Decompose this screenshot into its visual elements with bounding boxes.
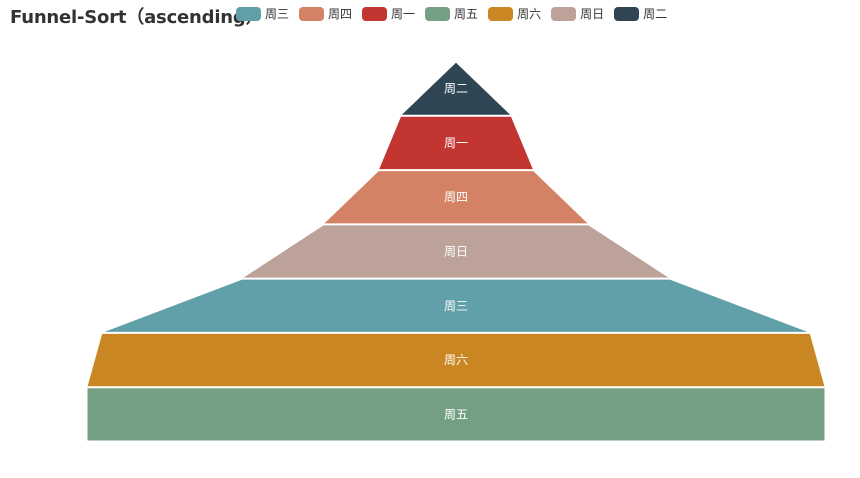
legend: 周三 周四 周一 周五 周六 周日 周二 bbox=[236, 5, 667, 22]
legend-item[interactable]: 周一 bbox=[362, 5, 415, 22]
funnel-segment[interactable] bbox=[86, 387, 826, 442]
legend-swatch bbox=[488, 6, 514, 21]
funnel-segment-label: 周六 bbox=[444, 353, 468, 367]
legend-item[interactable]: 周五 bbox=[425, 5, 478, 22]
legend-label: 周三 bbox=[265, 7, 290, 21]
legend-item[interactable]: 周六 bbox=[488, 5, 541, 22]
chart-title: Funnel-Sort（ascending） bbox=[10, 7, 264, 28]
legend-swatch bbox=[425, 6, 451, 21]
legend-label: 周四 bbox=[328, 7, 353, 21]
legend-label: 周五 bbox=[454, 7, 479, 21]
funnel-segment-label: 周四 bbox=[444, 190, 468, 204]
legend-item[interactable]: 周日 bbox=[551, 5, 604, 22]
funnel-segment[interactable] bbox=[377, 115, 535, 171]
legend-item[interactable]: 周四 bbox=[299, 5, 352, 22]
legend-swatch bbox=[362, 6, 388, 21]
legend-label: 周二 bbox=[643, 7, 668, 21]
legend-item[interactable]: 周二 bbox=[614, 5, 667, 22]
legend-item[interactable]: 周三 bbox=[236, 5, 289, 22]
legend-label: 周六 bbox=[517, 7, 542, 21]
funnel-segment-label: 周日 bbox=[444, 245, 468, 259]
funnel-segment-label: 周一 bbox=[444, 136, 468, 150]
funnel-segment-label: 周三 bbox=[444, 299, 468, 313]
funnel-segment-label: 周二 bbox=[444, 82, 468, 96]
legend-swatch bbox=[614, 6, 640, 21]
funnel-segment[interactable] bbox=[399, 61, 513, 116]
funnel-segment[interactable] bbox=[86, 332, 826, 388]
legend-swatch bbox=[236, 6, 261, 21]
legend-swatch bbox=[551, 6, 577, 21]
funnel-segment-label: 周五 bbox=[444, 407, 468, 421]
funnel-segment[interactable] bbox=[240, 224, 672, 279]
legend-swatch bbox=[299, 6, 325, 21]
legend-label: 周日 bbox=[580, 7, 605, 21]
funnel-segment[interactable] bbox=[321, 170, 591, 225]
legend-label: 周一 bbox=[391, 7, 416, 21]
funnel-segment[interactable] bbox=[101, 278, 811, 333]
